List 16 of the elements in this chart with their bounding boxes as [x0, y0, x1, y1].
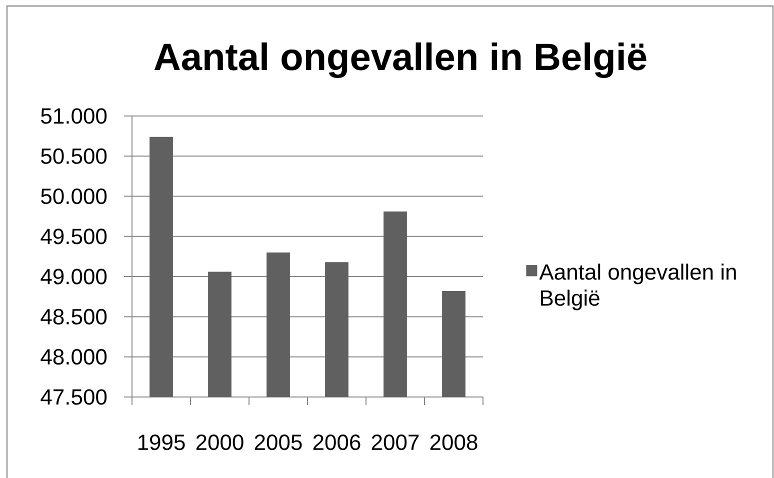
y-tick-label: 49.000 — [40, 268, 107, 284]
y-tick-label: 48.000 — [40, 349, 107, 365]
y-tick-label: 51.000 — [41, 108, 107, 124]
x-tick-label: 2006 — [313, 434, 360, 450]
x-tick-label: 2008 — [430, 434, 478, 450]
legend-label: Aantal ongevallen in België — [539, 264, 736, 310]
y-tick-label: 48.500 — [40, 308, 107, 324]
y-tick-label: 47.500 — [40, 389, 107, 405]
y-tick-label: 50.500 — [41, 148, 107, 164]
x-tick-label: 2000 — [196, 434, 244, 450]
x-tick-label: 2007 — [372, 434, 419, 450]
chart-title: Aantal ongevallen in België — [154, 42, 646, 78]
y-tick-label: 49.500 — [40, 228, 107, 244]
x-tick-label: 1995 — [138, 434, 185, 450]
y-tick-label: 50.000 — [41, 188, 107, 204]
x-tick-label: 2005 — [254, 434, 302, 450]
